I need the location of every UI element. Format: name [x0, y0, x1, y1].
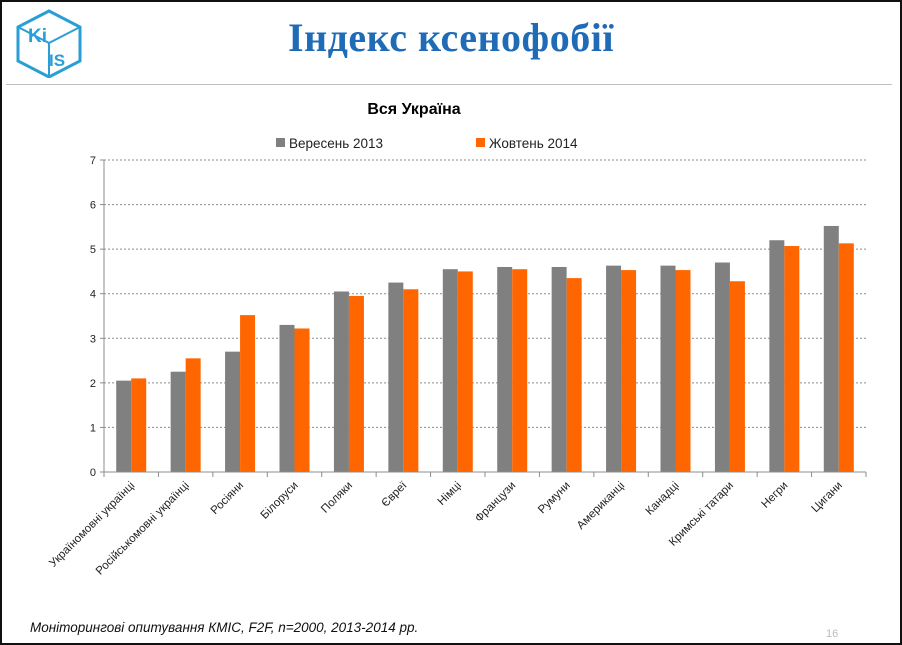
x-category-label: Негри: [760, 480, 791, 511]
bar-sep-2013: [279, 324, 295, 472]
y-tick-label: 6: [90, 200, 96, 212]
bar-sep-2013: [823, 225, 839, 472]
bars: [116, 225, 854, 472]
x-category-label: Американці: [575, 480, 627, 532]
bar-oct-2014: [131, 378, 147, 472]
bar-sep-2013: [660, 265, 676, 472]
bar-oct-2014: [838, 243, 854, 472]
bar-sep-2013: [714, 262, 730, 472]
bar-oct-2014: [621, 270, 637, 472]
x-category-label: Євреї: [380, 479, 411, 510]
slide-title: Індекс ксенофобії: [288, 15, 614, 60]
source-note: Моніторингові опитування КМІС, F2F, n=20…: [30, 620, 419, 635]
bar-sep-2013: [388, 282, 404, 472]
x-category-label: Німці: [436, 480, 464, 508]
bar-oct-2014: [512, 269, 528, 472]
bar-oct-2014: [403, 289, 419, 472]
grid-lines: [104, 159, 866, 428]
bar-sep-2013: [225, 351, 241, 472]
legend-swatch: [476, 138, 485, 147]
bar-sep-2013: [116, 380, 132, 472]
y-tick-label: 0: [90, 467, 96, 479]
bar-sep-2013: [170, 371, 186, 472]
bar-sep-2013: [769, 240, 785, 472]
kiis-logo: Ki IS: [16, 9, 82, 78]
bar-oct-2014: [294, 328, 310, 472]
x-category-label: Росіяни: [209, 480, 246, 517]
slide-number: 16: [826, 628, 839, 640]
bar-sep-2013: [551, 266, 567, 472]
x-category-label: Французи: [473, 480, 518, 525]
bar-oct-2014: [348, 295, 364, 472]
x-category-label: Цигани: [810, 480, 845, 515]
y-tick-label: 3: [90, 333, 96, 345]
legend-label: Жовтень 2014: [489, 136, 578, 151]
bar-oct-2014: [566, 278, 582, 472]
x-category-label: Румуни: [536, 480, 573, 517]
bar-oct-2014: [185, 358, 201, 472]
legend: Вересень 2013 Жовтень 2014: [276, 136, 578, 151]
y-tick-label: 2: [90, 378, 96, 390]
y-axis: 0 1 2 3 4 5 6 7: [90, 155, 105, 479]
legend-swatch: [276, 138, 285, 147]
bar-oct-2014: [729, 281, 745, 472]
x-category-label: Поляки: [319, 480, 355, 516]
bar-sep-2013: [333, 291, 349, 472]
y-tick-label: 1: [90, 422, 96, 434]
bar-oct-2014: [784, 246, 800, 472]
logo-text-bottom: IS: [49, 51, 65, 70]
x-category-label: Україномовні українці: [47, 480, 137, 570]
x-category-label: Білоруси: [259, 480, 301, 522]
bar-oct-2014: [240, 315, 256, 472]
bar-oct-2014: [457, 271, 473, 472]
x-category-label: Російськомовні українці: [94, 480, 192, 578]
chart-title: Вся Україна: [367, 101, 460, 118]
legend-label: Вересень 2013: [289, 136, 383, 151]
bar-oct-2014: [675, 270, 691, 472]
y-tick-label: 4: [90, 289, 96, 301]
header-divider: [6, 84, 892, 85]
bar-sep-2013: [497, 266, 513, 472]
x-category-label: Канадці: [644, 480, 682, 518]
y-tick-label: 5: [90, 244, 96, 256]
y-tick-label: 7: [90, 155, 96, 167]
bar-sep-2013: [606, 265, 622, 472]
bar-sep-2013: [442, 269, 458, 472]
logo-text-top: Ki: [28, 26, 47, 47]
